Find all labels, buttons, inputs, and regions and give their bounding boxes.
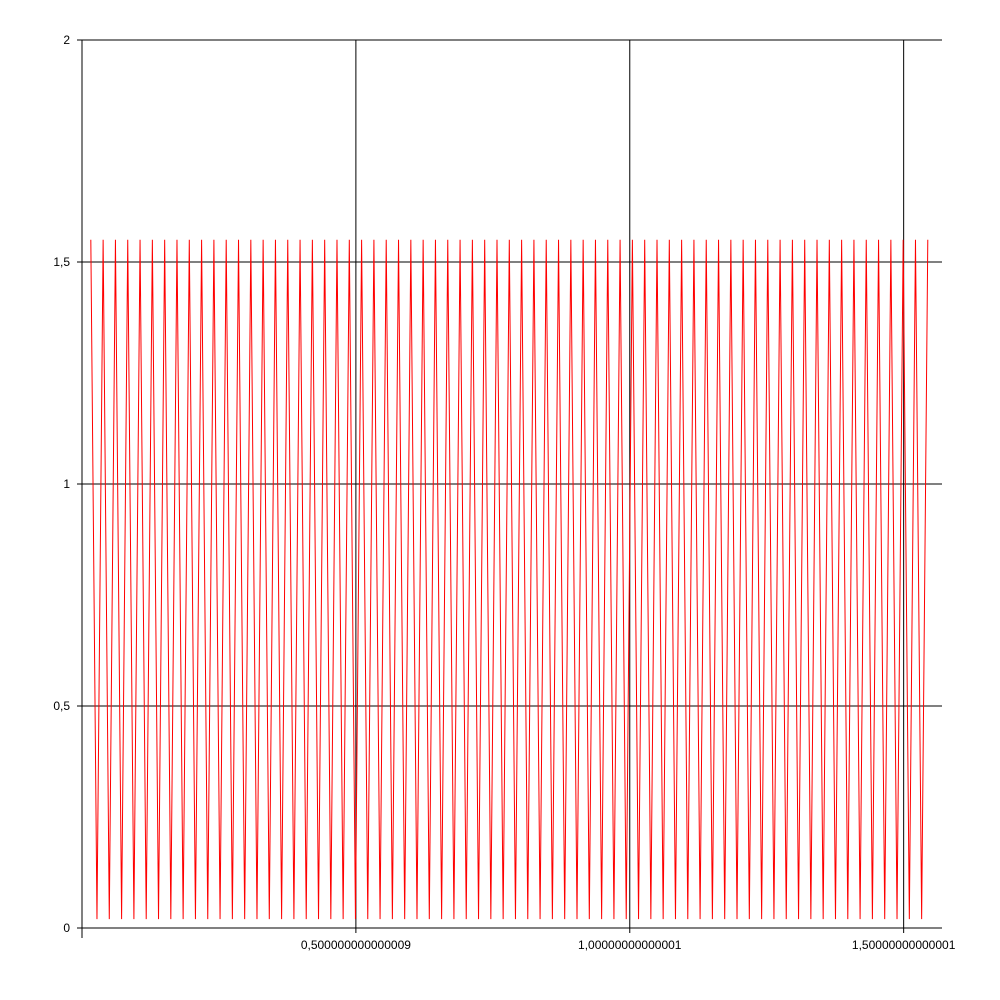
y-tick-label: 0 — [63, 921, 70, 935]
x-tick-label: 0,500000000000009 — [301, 938, 411, 952]
series-line — [90, 239, 929, 920]
series-sawtooth — [90, 239, 929, 920]
tick-labels: 0 0,5 1 1,5 2 0,500000000000009 1,000000000000… — [53, 33, 955, 952]
y-tick-label: 0,5 — [53, 699, 70, 713]
y-tick-label: 2 — [63, 33, 70, 47]
x-tick-label: 1,00000000000001 — [578, 938, 682, 952]
y-tick-label: 1 — [63, 477, 70, 491]
axes — [77, 39, 942, 938]
y-tick-label: 1,5 — [53, 255, 70, 269]
x-tick-label: 1,50000000000001 — [852, 938, 956, 952]
